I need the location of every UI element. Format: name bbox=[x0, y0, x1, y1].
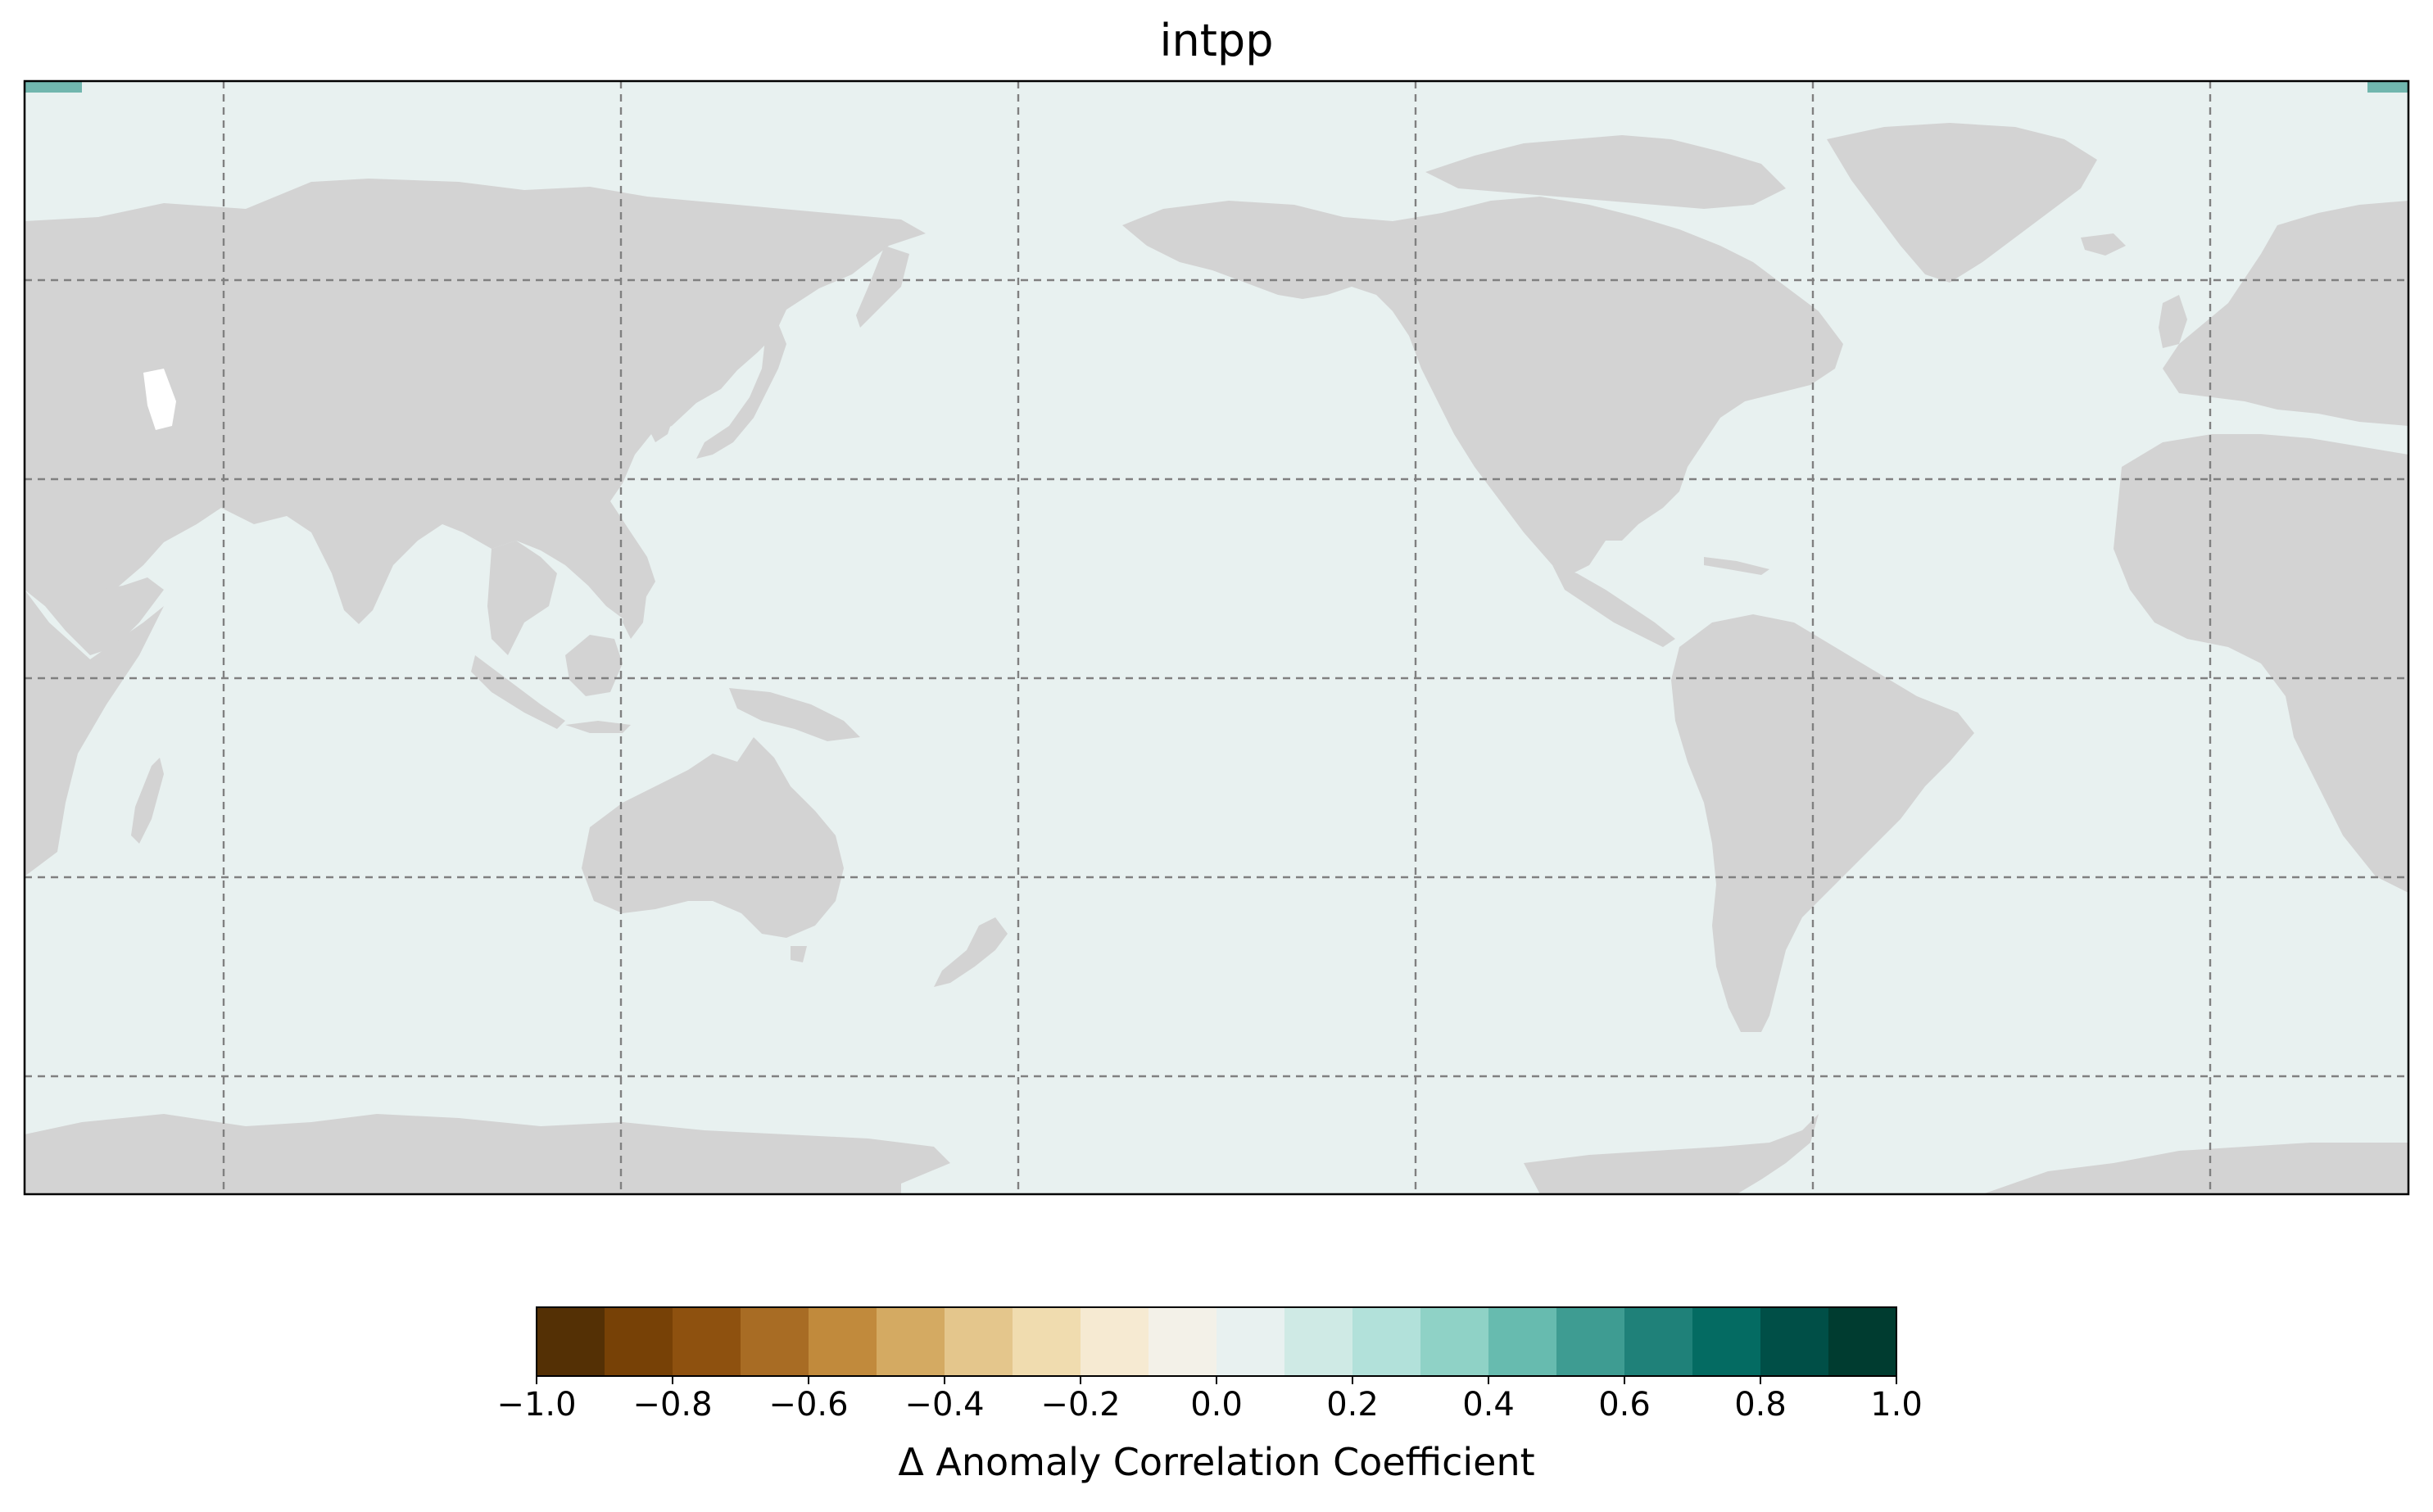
colorbar-segment bbox=[809, 1307, 877, 1376]
colorbar-segment bbox=[945, 1307, 1013, 1376]
gridlines bbox=[25, 81, 2408, 1194]
colorbar-ticks: −1.0 −0.8 −0.6 −0.4 −0.2 0.0 0.2 0.4 0.6 0.8 1.0 bbox=[496, 1376, 1923, 1424]
colorbar-segment bbox=[1081, 1307, 1149, 1376]
colorbar-tick-label: −1.0 bbox=[496, 1386, 576, 1424]
colorbar-tick-label: −0.6 bbox=[768, 1386, 848, 1424]
colorbar-segment bbox=[1556, 1307, 1625, 1376]
colorbar-tick-label: −0.2 bbox=[1040, 1386, 1120, 1424]
edge-artifact-right bbox=[2367, 81, 2408, 93]
land-borneo bbox=[565, 635, 623, 696]
colorbar-tick-label: 1.0 bbox=[1870, 1386, 1923, 1424]
colorbar-tick-label: 0.2 bbox=[1326, 1386, 1379, 1424]
colorbar-segment bbox=[537, 1307, 605, 1376]
land-europe bbox=[2163, 201, 2408, 426]
colorbar-segment bbox=[1692, 1307, 1761, 1376]
colorbar-segment bbox=[1488, 1307, 1557, 1376]
colorbar-segment bbox=[877, 1307, 945, 1376]
colorbar-tick-label: 0.4 bbox=[1462, 1386, 1515, 1424]
land-antarctica bbox=[25, 1114, 950, 1194]
colorbar-segment bbox=[741, 1307, 809, 1376]
colorbar-tick-label: 0.0 bbox=[1190, 1386, 1243, 1424]
colorbar-segment bbox=[1828, 1307, 1897, 1376]
land-korea bbox=[647, 385, 676, 442]
land-group bbox=[25, 123, 2408, 1194]
land-britain bbox=[2159, 295, 2187, 348]
land-sumatra bbox=[471, 655, 565, 729]
land-antarctica-right bbox=[1982, 1143, 2408, 1194]
colorbar-segment bbox=[605, 1307, 673, 1376]
land-arabia bbox=[25, 524, 164, 655]
colorbar-segment bbox=[1013, 1307, 1081, 1376]
land-se-asia bbox=[487, 541, 557, 655]
colorbar-segment bbox=[1760, 1307, 1829, 1376]
land-arctic-islands bbox=[1425, 135, 1786, 209]
map-frame bbox=[23, 79, 2410, 1196]
colorbar-segment bbox=[1284, 1307, 1353, 1376]
land-caribbean bbox=[1704, 557, 1769, 575]
land-central-america bbox=[1552, 565, 1675, 647]
land-new-zealand bbox=[934, 917, 1008, 987]
land-africa-left bbox=[25, 590, 164, 876]
land-australia bbox=[582, 737, 844, 938]
colorbar bbox=[536, 1306, 1897, 1377]
caspian-sea bbox=[143, 369, 176, 430]
land-asia bbox=[25, 179, 926, 624]
colorbar-tick-label: 0.8 bbox=[1734, 1386, 1787, 1424]
land-new-guinea bbox=[729, 688, 860, 741]
land-madagascar bbox=[131, 758, 164, 844]
colorbar-label: Δ Anomaly Correlation Coefficient bbox=[898, 1440, 1535, 1484]
colorbar-segment bbox=[1149, 1307, 1217, 1376]
land-iceland bbox=[2081, 233, 2126, 256]
colorbar-segment bbox=[1216, 1307, 1285, 1376]
colorbar-segment bbox=[673, 1307, 741, 1376]
map-title: intpp bbox=[1159, 15, 1274, 66]
colorbar-tick-label: 0.6 bbox=[1598, 1386, 1651, 1424]
colorbar-segment bbox=[1420, 1307, 1489, 1376]
land-kamchatka bbox=[856, 246, 909, 328]
land-south-america bbox=[1671, 614, 1974, 1032]
land-japan bbox=[696, 324, 786, 459]
land-greenland bbox=[1827, 123, 2097, 283]
colorbar-segment bbox=[1624, 1307, 1693, 1376]
land-philippines bbox=[623, 557, 647, 639]
colorbar-tick-label: −0.4 bbox=[904, 1386, 984, 1424]
land-africa-right bbox=[2114, 434, 2408, 893]
land-antarctica-east bbox=[1524, 1114, 1819, 1194]
edge-artifact-left bbox=[25, 81, 82, 93]
land-tasmania bbox=[791, 946, 807, 962]
colorbar-segment bbox=[1352, 1307, 1421, 1376]
land-java bbox=[565, 721, 631, 733]
colorbar-tick-label: −0.8 bbox=[632, 1386, 712, 1424]
